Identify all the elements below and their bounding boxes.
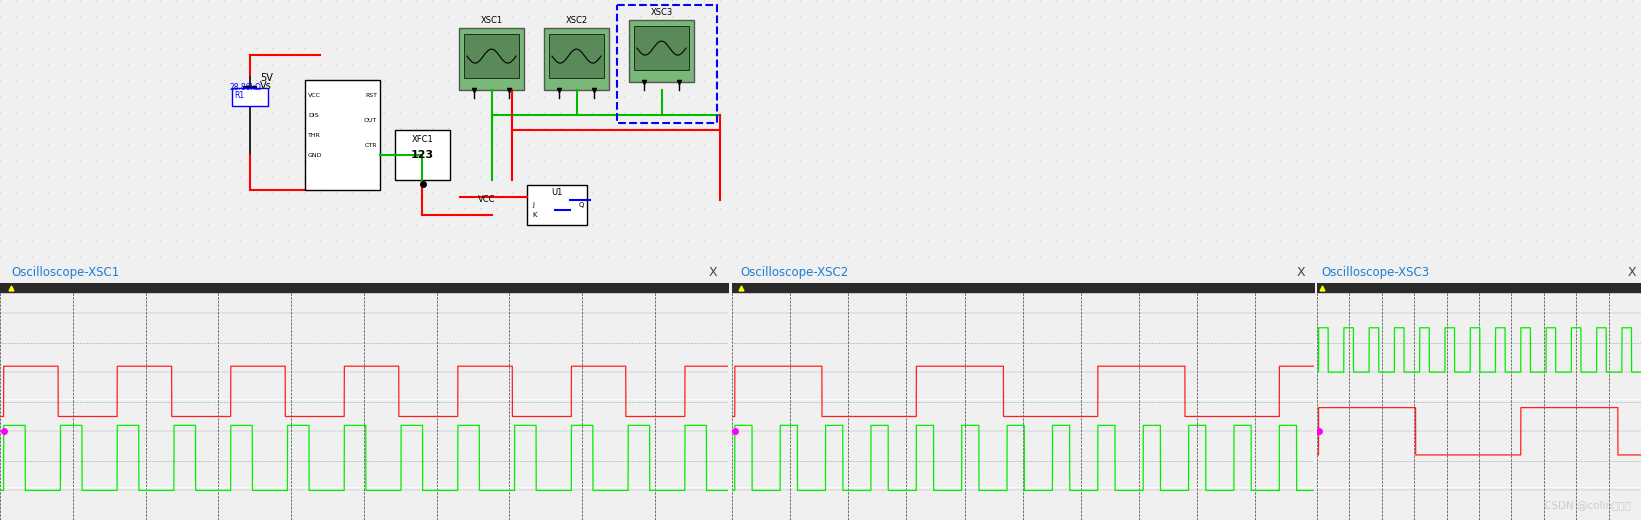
Text: X: X xyxy=(1628,266,1636,279)
Bar xyxy=(459,28,523,90)
Text: Vs: Vs xyxy=(259,81,272,91)
Text: 28.86kΩ: 28.86kΩ xyxy=(230,83,263,92)
Bar xyxy=(464,34,519,78)
Text: XFC1: XFC1 xyxy=(412,135,433,144)
Bar xyxy=(527,185,587,225)
Bar xyxy=(617,5,717,123)
Text: VCC: VCC xyxy=(309,93,322,98)
Text: X: X xyxy=(1296,266,1305,279)
Text: Oscilloscope-XSC1: Oscilloscope-XSC1 xyxy=(11,266,120,279)
Text: OUT: OUT xyxy=(364,118,377,123)
Text: CSDN @colin工作室: CSDN @colin工作室 xyxy=(1544,501,1631,511)
Text: DIS: DIS xyxy=(309,113,318,118)
Bar xyxy=(231,88,267,106)
Text: X: X xyxy=(709,266,717,279)
Bar xyxy=(305,80,381,190)
Bar xyxy=(550,34,604,78)
Text: VCC: VCC xyxy=(478,196,496,204)
Text: RST: RST xyxy=(364,93,377,98)
Text: Oscilloscope-XSC2: Oscilloscope-XSC2 xyxy=(740,266,848,279)
Text: 123: 123 xyxy=(410,150,435,160)
Text: THR: THR xyxy=(309,133,322,138)
Text: J: J xyxy=(532,202,533,209)
Text: XSC2: XSC2 xyxy=(566,16,587,25)
Text: CTR: CTR xyxy=(364,143,377,148)
Bar xyxy=(633,26,689,70)
Text: XSC3: XSC3 xyxy=(650,8,673,17)
Text: 5V: 5V xyxy=(259,73,272,83)
Text: U1: U1 xyxy=(551,188,563,197)
Text: K: K xyxy=(532,212,537,218)
Text: Oscilloscope-XSC3: Oscilloscope-XSC3 xyxy=(1321,266,1429,279)
Bar xyxy=(629,20,694,82)
Bar xyxy=(395,130,450,180)
Bar xyxy=(545,28,609,90)
Text: Q: Q xyxy=(579,202,584,209)
Text: GND: GND xyxy=(309,153,323,158)
Text: XSC1: XSC1 xyxy=(481,16,502,25)
Text: R1: R1 xyxy=(235,91,245,100)
